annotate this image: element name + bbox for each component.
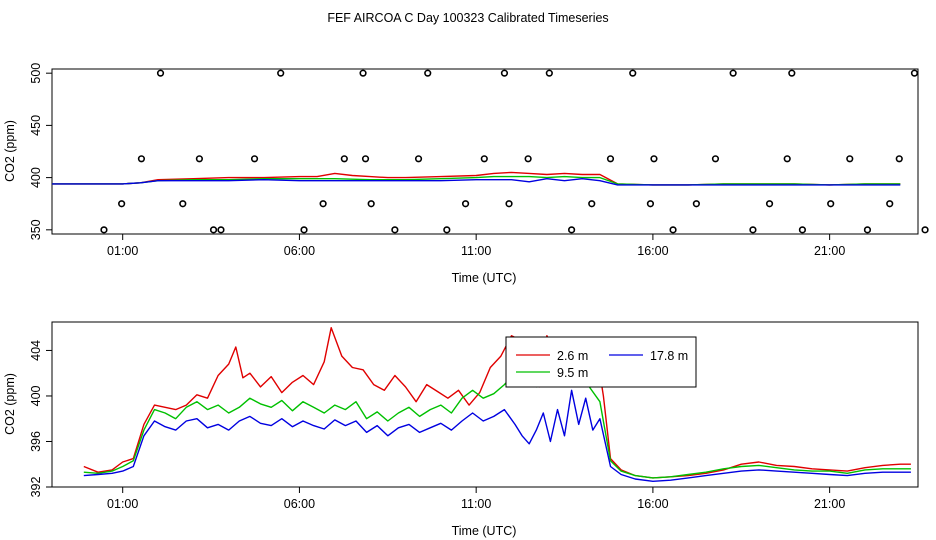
panel-bottom-ytick-label: 396 [29, 431, 43, 452]
panel-top-series-2.6m [52, 171, 901, 186]
panel-top-xtick-label: 16:00 [637, 244, 668, 258]
scatter-point [480, 155, 488, 163]
panel-top-ytick-label: 500 [29, 63, 43, 84]
legend-label-9.5m: 9.5 m [557, 366, 588, 380]
scatter-point [217, 226, 225, 234]
scatter-point [524, 155, 532, 163]
scatter-point [669, 226, 677, 234]
panel-top-xtick-label: 21:00 [814, 244, 845, 258]
scatter-point [156, 69, 165, 77]
scatter-point [195, 155, 203, 163]
scatter-point [692, 200, 700, 208]
scatter-point [367, 200, 375, 208]
scatter-point [277, 69, 285, 77]
scatter-point [729, 69, 737, 77]
scatter-point [319, 200, 327, 208]
scatter-point [783, 155, 791, 163]
scatter-point [500, 69, 509, 77]
panel-top: 01:00 06:00 11:00 16:00 21:00 350 400 450 500 T… [3, 63, 929, 285]
panel-bottom-yticks: 392 396 400 404 [29, 340, 52, 497]
scatter-point [209, 226, 218, 234]
scatter-point [827, 200, 835, 208]
scatter-point [650, 155, 658, 163]
scatter-point [606, 155, 615, 163]
panel-top-series-17.8m [52, 177, 901, 186]
scatter-point [629, 69, 637, 77]
scatter-point [361, 155, 370, 163]
panel-top-xtick-label: 01:00 [107, 244, 138, 258]
scatter-point [118, 200, 126, 208]
panel-top-xlabel: Time (UTC) [452, 271, 517, 285]
scatter-point [340, 155, 348, 163]
scatter-point [359, 69, 367, 77]
scatter-point [414, 155, 423, 163]
panel-bottom-series-2.6m [83, 327, 911, 479]
panel-bottom-ytick-label: 392 [29, 477, 43, 498]
panel-top-xticks: 01:00 06:00 11:00 16:00 21:00 [107, 234, 845, 258]
scatter-point [798, 226, 807, 234]
panel-top-ytick-label: 350 [29, 219, 43, 240]
panel-top-xtick-label: 06:00 [284, 244, 315, 258]
scatter-point [749, 226, 757, 234]
panel-top-yticks: 350 400 450 500 [29, 63, 52, 240]
panel-top-series-9.5m [52, 175, 901, 186]
panel-bottom-xlabel: Time (UTC) [452, 524, 517, 538]
panel-bottom-xtick-label: 21:00 [814, 497, 845, 511]
panel-bottom-frame [51, 321, 919, 488]
panel-bottom-xtick-label: 01:00 [107, 497, 138, 511]
legend-label-2.6m: 2.6 m [557, 349, 588, 363]
scatter-point [505, 200, 513, 208]
scatter-point [137, 155, 146, 163]
scatter-point [567, 226, 576, 234]
legend-box [505, 336, 697, 388]
scatter-point [545, 69, 553, 77]
scatter-point [300, 226, 308, 234]
panel-bottom-xtick-label: 06:00 [284, 497, 315, 511]
figure-title: FEF AIRCOA C Day 100323 Calibrated Times… [327, 11, 608, 25]
scatter-point [846, 155, 854, 163]
panel-bottom-series [83, 327, 911, 482]
scatter-point [886, 200, 894, 208]
panel-bottom-xticks: 01:00 06:00 11:00 16:00 21:00 [107, 487, 845, 511]
panel-bottom-ytick-label: 400 [29, 385, 43, 406]
scatter-point [100, 226, 108, 234]
panel-bottom-xtick-label: 11:00 [461, 497, 491, 511]
scatter-point [391, 226, 399, 234]
scatter-point [646, 200, 655, 208]
panel-top-scatter [100, 69, 929, 234]
scatter-point [588, 200, 596, 208]
scatter-point [910, 69, 919, 77]
panel-top-ytick-label: 400 [29, 167, 43, 188]
scatter-point [461, 200, 470, 208]
scatter-point [443, 226, 451, 234]
scatter-point [921, 226, 929, 234]
panel-bottom: 01:00 06:00 11:00 16:00 21:00 392 396 400 404 T… [3, 321, 919, 538]
panel-bottom-ylabel: CO2 (ppm) [3, 373, 17, 435]
scatter-point [179, 200, 187, 208]
legend-label-17.8m: 17.8 m [650, 349, 688, 363]
panel-top-xtick-label: 11:00 [461, 244, 491, 258]
scatter-point [788, 69, 796, 77]
panel-bottom-ytick-label: 404 [29, 340, 43, 361]
scatter-point [863, 226, 872, 234]
scatter-point [711, 155, 720, 163]
scatter-point [424, 69, 432, 77]
scatter-point [250, 155, 259, 163]
panel-bottom-series-17.8m [83, 389, 911, 482]
panel-top-ytick-label: 450 [29, 115, 43, 136]
scatter-point [765, 200, 774, 208]
panel-top-frame [51, 68, 919, 235]
panel-bottom-xtick-label: 16:00 [637, 497, 668, 511]
panel-bottom-series-9.5m [83, 366, 911, 479]
scatter-point [895, 155, 903, 163]
panel-top-series [52, 171, 901, 186]
panel-top-ylabel: CO2 (ppm) [3, 120, 17, 182]
panel-bottom-legend: 2.6 m 9.5 m 17.8 m [505, 336, 697, 388]
